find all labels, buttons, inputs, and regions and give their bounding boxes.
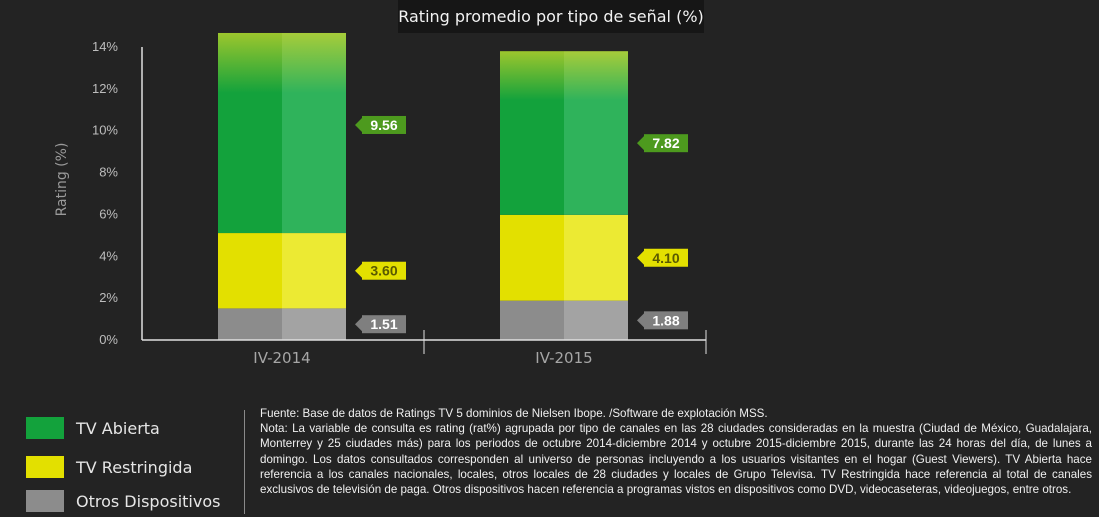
legend-swatch-tv-restringida [26, 456, 64, 478]
data-label-pointer-iv-2015-tv-restringida [637, 250, 644, 265]
y-tick-label-0: 0% [99, 332, 118, 347]
data-label-iv-2014-otros-dispositivos: 1.51 [370, 316, 397, 332]
notes-divider [244, 410, 245, 514]
stacked-bar-chart: 0% 2% 4% 6% 8% 10% 12% 14% Rating (%) 1.51 3.60 9.5… [54, 32, 707, 367]
x-tick-label-iv-2014: IV-2014 [253, 349, 310, 367]
y-tick-label-4: 8% [99, 165, 118, 180]
bar-iv-2014-tv-restringida-right [282, 233, 346, 309]
data-label-pointer-iv-2015-otros-dispositivos [637, 313, 644, 328]
y-tick-label-1: 2% [99, 290, 118, 305]
bar-iv-2015-tv-abierta-left [500, 51, 564, 215]
source-notes: Fuente: Base de datos de Ratings TV 5 do… [260, 406, 1092, 497]
data-label-bg-iv-2014-otros-dispositivos [362, 315, 406, 334]
data-label-pointer-iv-2014-tv-abierta [355, 117, 362, 132]
bar-iv-2015-otros-dispositivos-right [564, 300, 628, 340]
legend-swatch-otros-dispositivos [26, 490, 64, 512]
y-axis-label: Rating (%) [54, 143, 70, 217]
data-label-iv-2014-tv-restringida: 3.60 [370, 263, 397, 279]
chart-title: Rating promedio por tipo de señal (%) [398, 0, 704, 33]
x-tick-label-iv-2015: IV-2015 [535, 349, 592, 367]
legend-item-tv-abierta: TV Abierta [26, 416, 160, 440]
data-label-bg-iv-2015-tv-restringida [644, 248, 688, 267]
data-label-iv-2015-tv-abierta: 7.82 [652, 135, 679, 151]
y-tick-label-3: 6% [99, 206, 118, 221]
data-label-pointer-iv-2015-tv-abierta [637, 136, 644, 151]
y-tick-label-5: 10% [92, 123, 118, 138]
bar-iv-2015-tv-restringida-right [564, 214, 628, 301]
legend-swatch-tv-abierta [26, 417, 64, 439]
y-tick-label-2: 4% [99, 248, 118, 263]
bar-iv-2014-otros-dispositivos-right [282, 308, 346, 340]
bar-iv-2014-tv-restringida-left [218, 233, 282, 309]
data-label-bg-iv-2015-tv-abierta [644, 134, 688, 153]
data-label-pointer-iv-2014-tv-restringida [355, 263, 362, 278]
y-tick-label-7: 14% [92, 39, 118, 54]
legend-item-otros-dispositivos: Otros Dispositivos [26, 489, 220, 513]
legend-label-tv-restringida: TV Restringida [76, 457, 193, 477]
legend-item-tv-restringida: TV Restringida [26, 455, 192, 479]
bar-iv-2015-tv-abierta-right [564, 51, 628, 215]
note-text: Nota: La variable de consulta es rating … [260, 422, 1092, 497]
data-label-iv-2015-otros-dispositivos: 1.88 [652, 312, 679, 328]
data-label-iv-2015-tv-restringida: 4.10 [652, 250, 679, 266]
bar-iv-2014-tv-abierta-right [282, 32, 346, 234]
data-label-bg-iv-2014-tv-abierta [362, 115, 406, 134]
bar-iv-2014-otros-dispositivos-left [218, 308, 282, 340]
data-label-bg-iv-2014-tv-restringida [362, 261, 406, 280]
data-label-pointer-iv-2014-otros-dispositivos [355, 317, 362, 332]
data-label-iv-2014-tv-abierta: 9.56 [370, 117, 397, 133]
bar-iv-2015-otros-dispositivos-left [500, 300, 564, 340]
y-tick-label-6: 12% [92, 81, 118, 96]
legend-label-tv-abierta: TV Abierta [76, 418, 160, 438]
bar-iv-2014-tv-abierta-left [218, 32, 282, 234]
source-text: Fuente: Base de datos de Ratings TV 5 do… [260, 407, 768, 420]
bar-iv-2015-tv-restringida-left [500, 214, 564, 301]
data-label-bg-iv-2015-otros-dispositivos [644, 311, 688, 330]
legend-label-otros-dispositivos: Otros Dispositivos [76, 491, 221, 511]
